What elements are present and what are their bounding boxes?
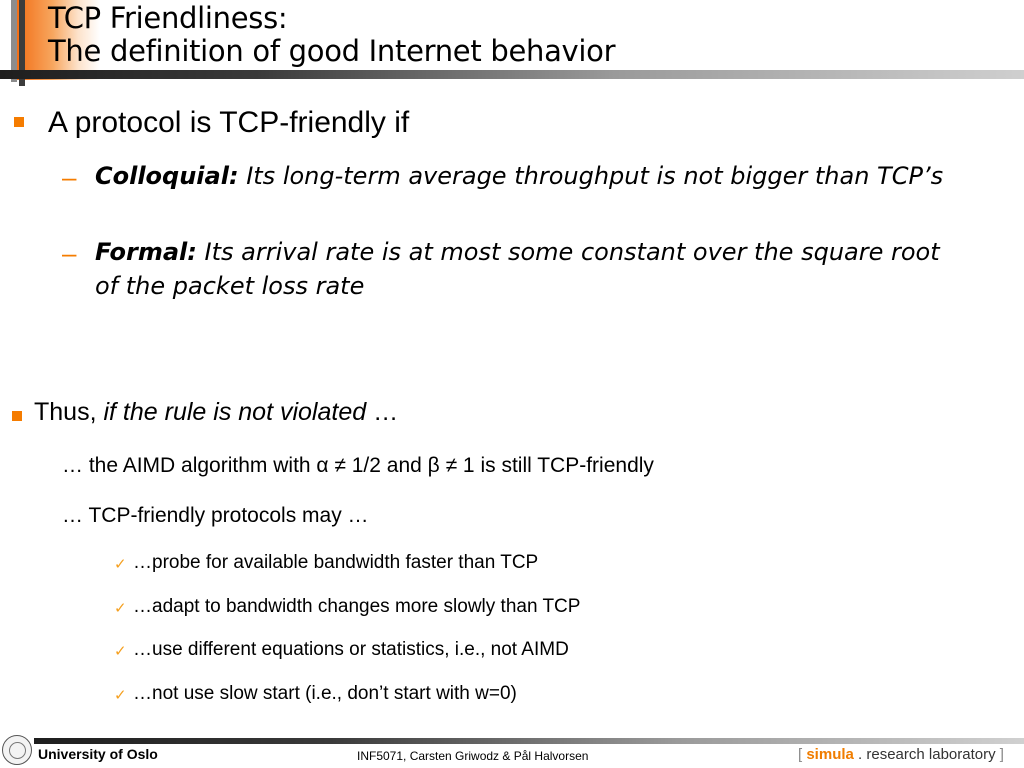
may-line: … TCP-friendly protocols may … [62,504,369,527]
thus-suffix: … [366,398,399,426]
check-mark-icon: ✓ [114,642,127,660]
header-bar-dark [19,0,25,86]
check-item: …adapt to bandwidth changes more slowly … [133,596,581,617]
check-item: …use different equations or statistics, … [133,639,569,660]
bullet-tcp-friendly-if: A protocol is TCP-friendly if [48,106,410,139]
formal-item: Formal: Its arrival rate is at most some… [95,238,940,266]
simula-rest: . research laboratory [853,746,996,763]
header-bar-gray [11,0,17,82]
thus-prefix: Thus, [34,398,104,426]
university-name: University of Oslo [38,746,158,762]
check-item: …probe for available bandwidth faster th… [133,552,539,573]
check-item: …not use slow start (i.e., don’t start w… [133,683,517,704]
title-line-2: The definition of good Internet behavior [48,34,616,68]
header-gradient [14,0,100,80]
dash-icon: – [62,162,77,192]
footer-rule [34,738,1024,744]
simula-name: simula [806,746,854,763]
header-rule [0,70,1024,79]
colloquial-text: Its long-term average throughput is not … [238,162,944,190]
simula-logo: [ simula . research laboratory ] [798,746,1004,763]
check-mark-icon: ✓ [114,555,127,573]
slide-title: TCP Friendliness: The definition of good… [48,1,616,68]
formal-text-line1: Its arrival rate is at most some constan… [196,238,940,266]
thus-line: Thus, if the rule is not violated … [34,398,398,427]
simula-bracket-open: [ [798,746,807,763]
dash-icon: – [62,238,77,268]
check-mark-icon: ✓ [114,686,127,704]
thus-italic: if the rule is not violated [103,398,367,426]
check-mark-icon: ✓ [114,599,127,617]
aimd-line: … the AIMD algorithm with α ≠ 1/2 and β … [62,454,654,477]
title-line-1: TCP Friendliness: [48,1,288,35]
formal-label: Formal: [95,238,197,266]
course-credit: INF5071, Carsten Griwodz & Pål Halvorsen [357,749,589,763]
colloquial-item: Colloquial: Its long-term average throug… [95,162,943,190]
formal-text-line2: of the packet loss rate [95,272,365,300]
simula-bracket-close: ] [995,746,1004,763]
colloquial-label: Colloquial: [95,162,239,190]
orange-square-bullet-icon [14,117,24,127]
orange-square-bullet-icon [12,411,22,421]
university-seal-icon [2,735,32,765]
